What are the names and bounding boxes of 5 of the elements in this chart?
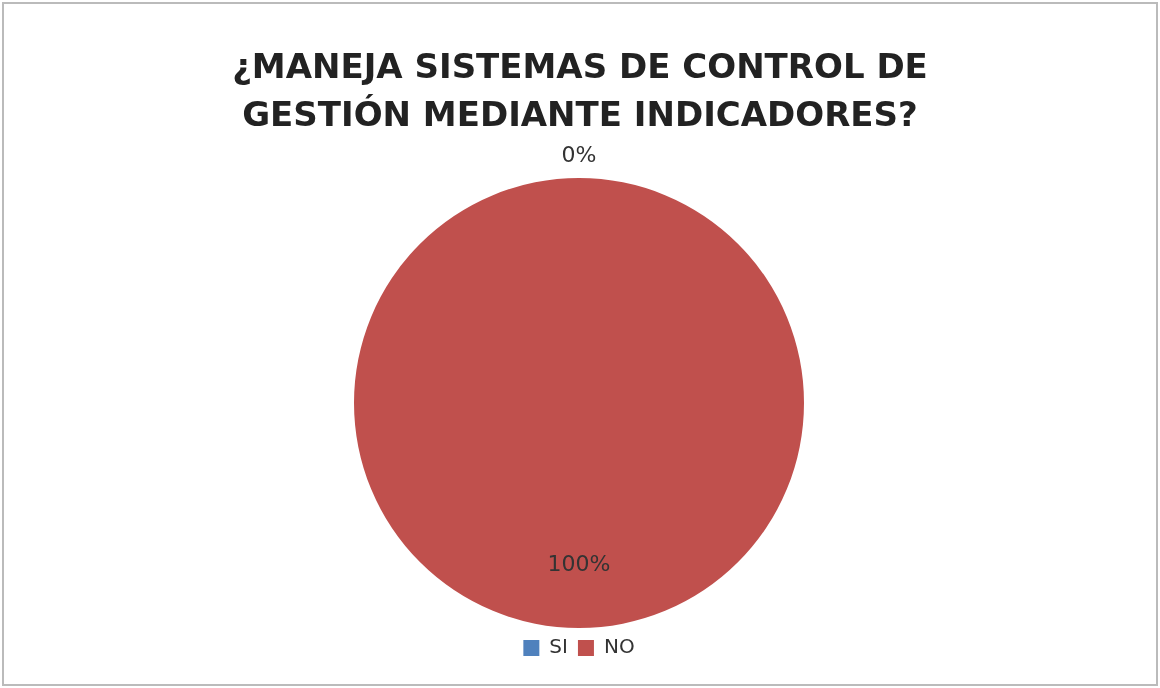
chart-title: ¿MANEJA SISTEMAS DE CONTROL DE GESTIÓN MEDIANTE INDICADORES? xyxy=(231,45,929,136)
legend-label: NO xyxy=(603,634,635,659)
legend-label: SI xyxy=(549,634,568,659)
text: 0% xyxy=(561,141,597,167)
data-label: 100% xyxy=(547,550,611,576)
